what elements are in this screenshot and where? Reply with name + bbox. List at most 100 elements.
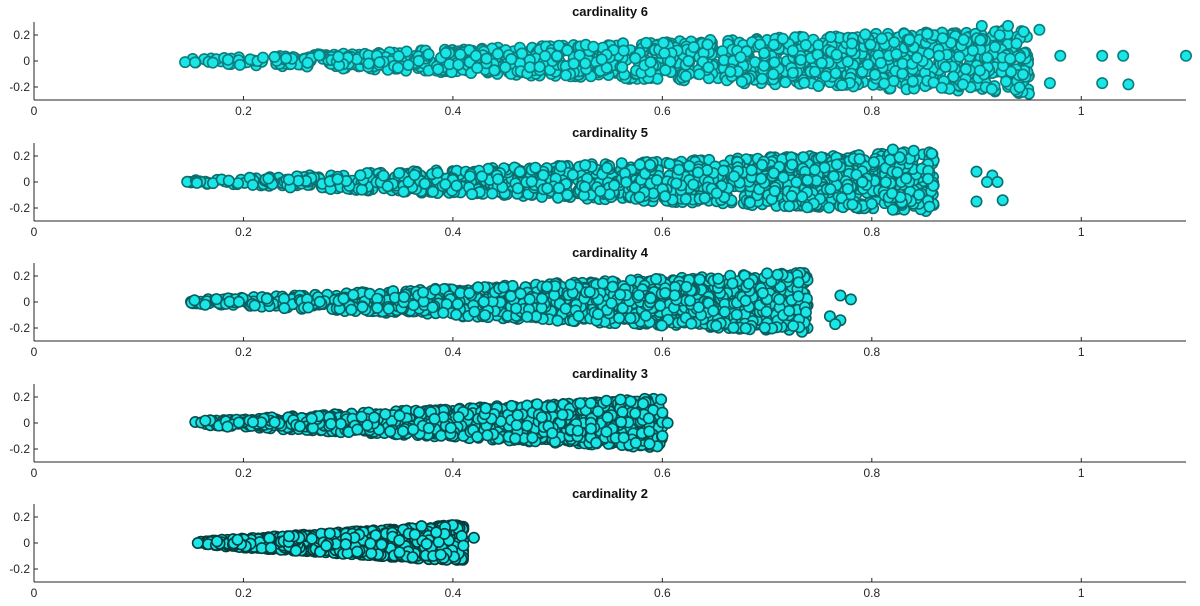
scatter-point [932, 49, 945, 62]
scatter-point [537, 169, 550, 182]
scatter-point [439, 178, 452, 191]
scatter-point [1043, 77, 1056, 90]
scatter-point [728, 170, 741, 183]
scatter-point [670, 177, 683, 190]
scatter-point [698, 192, 711, 205]
scatter-point [1096, 49, 1109, 62]
scatter-point [510, 302, 523, 315]
scatter-point [685, 317, 698, 330]
scatter-point [1096, 77, 1109, 90]
scatter-point [693, 273, 706, 286]
scatter-point [639, 309, 652, 322]
scatter-point [513, 165, 526, 178]
scatter-point [1117, 49, 1130, 62]
scatter-point [991, 176, 1004, 189]
scatter-point [233, 58, 246, 71]
scatter-point [885, 187, 898, 200]
scatter-point [397, 290, 410, 303]
scatter-point [199, 298, 212, 311]
scatter-point [429, 283, 442, 296]
scatter-point [377, 169, 390, 182]
x-tick-label: 1 [1078, 225, 1085, 239]
scatter-point [559, 302, 572, 315]
scatter-point [644, 56, 657, 69]
scatter-point [617, 44, 630, 57]
scatter-point [735, 75, 748, 88]
panel-title: cardinality 5 [572, 125, 648, 140]
scatter-point [491, 173, 504, 186]
scatter-point [712, 272, 725, 285]
scatter-point [1033, 23, 1046, 36]
scatter-point [682, 54, 695, 67]
scatter-point [792, 290, 805, 303]
scatter-point [841, 182, 854, 195]
scatter-point [801, 201, 814, 214]
scatter-point [996, 194, 1009, 207]
scatter-point [262, 172, 275, 185]
scatter-point [644, 292, 657, 305]
scatter-point [783, 200, 796, 213]
scatter-point [767, 167, 780, 180]
x-tick-label: 0.4 [445, 104, 462, 118]
scatter-point [595, 53, 608, 66]
scatter-point [680, 280, 693, 293]
y-tick-label: -0.2 [9, 201, 30, 215]
scatter-point [468, 305, 481, 318]
scatter-point [815, 56, 828, 69]
scatter-point [659, 190, 672, 203]
scatter-point [515, 47, 528, 60]
scatter-point [561, 44, 574, 57]
scatter-points [181, 143, 1009, 218]
scatter-point [523, 61, 536, 74]
y-tick-label: 0 [23, 175, 30, 189]
scatter-point [332, 50, 345, 63]
scatter-point [865, 197, 878, 210]
scatter-point [613, 311, 626, 324]
scatter-point [248, 299, 261, 312]
scatter-point [980, 176, 993, 189]
scatter-point [785, 190, 798, 203]
scatter-point [783, 304, 796, 317]
scatter-point [469, 49, 482, 62]
scatter-point [868, 68, 881, 81]
scatter-point [552, 182, 565, 195]
scatter-point [210, 293, 223, 306]
scatter-point [834, 289, 847, 302]
scatter-point [939, 60, 952, 73]
x-tick-label: 0 [31, 225, 38, 239]
scatter-point [392, 50, 405, 63]
scatter-point [767, 68, 780, 81]
scatter-points [189, 392, 674, 453]
scatter-point [672, 163, 685, 176]
scatter-point [640, 36, 653, 49]
scatter-point [936, 32, 949, 45]
scatter-points [185, 266, 857, 338]
scatter-point [761, 267, 774, 280]
scatter-point [391, 61, 404, 74]
scatter-point [454, 48, 467, 61]
scatter-point [819, 70, 832, 83]
scatter-point [1014, 51, 1027, 64]
scatter-point [808, 163, 821, 176]
scatter-point [525, 175, 538, 188]
scatter-point [739, 322, 752, 335]
scatter-point [463, 170, 476, 183]
scatter-point [486, 187, 499, 200]
scatter-point [792, 276, 805, 289]
scatter-point [345, 303, 358, 316]
scatter-point [362, 57, 375, 70]
scatter-point [758, 321, 771, 334]
scatter-point [337, 292, 350, 305]
scatter-point [539, 49, 552, 62]
scatter-point [655, 319, 668, 332]
scatter-point [739, 294, 752, 307]
scatter-point [970, 195, 983, 208]
scatter-point [280, 52, 293, 65]
scatter-point [491, 47, 504, 60]
y-tick-label: 0 [23, 54, 30, 68]
scatter-point [835, 79, 848, 92]
scatter-point [190, 176, 203, 189]
scatter-point [650, 272, 663, 285]
scatter-point [797, 151, 810, 164]
scatter-point [786, 44, 799, 57]
